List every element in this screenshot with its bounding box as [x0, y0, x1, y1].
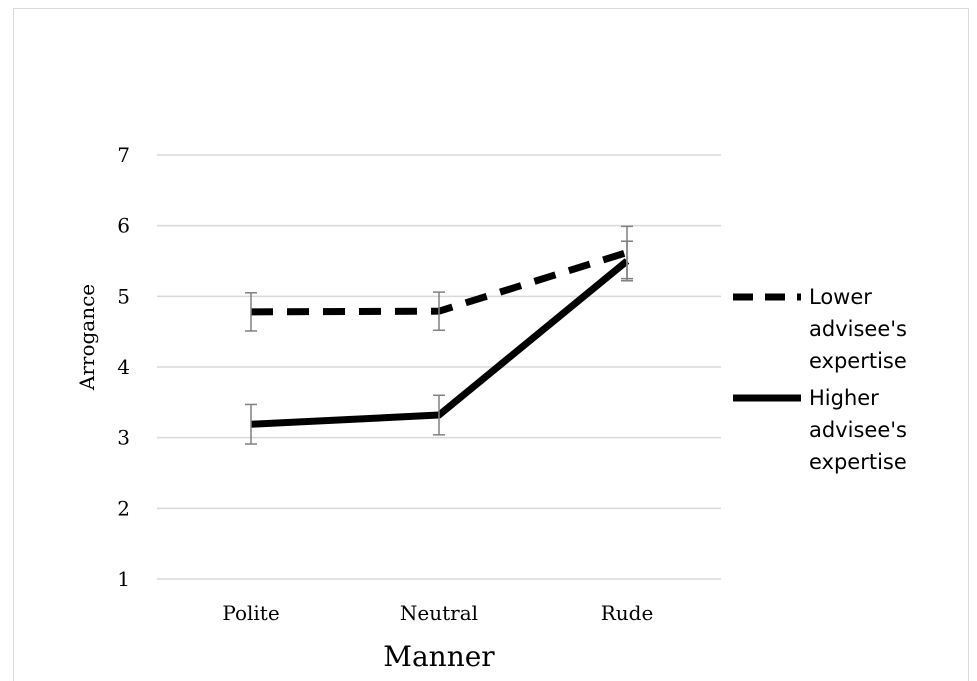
legend-label: expertise — [809, 349, 907, 373]
error-bar — [245, 403, 257, 445]
error-bar — [621, 240, 633, 282]
y-tick-label: 5 — [117, 284, 130, 308]
error-bar — [433, 394, 445, 436]
y-tick-label: 3 — [117, 426, 130, 450]
x-ticks: Polite Neutral Rude — [222, 601, 653, 625]
legend-label: expertise — [809, 450, 907, 474]
legend-label: advisee's — [809, 317, 907, 341]
x-tick-label: Rude — [601, 601, 654, 625]
y-tick-label: 2 — [117, 496, 130, 520]
grid — [157, 154, 721, 580]
y-tick-label: 7 — [117, 143, 130, 167]
y-tick-label: 6 — [117, 214, 130, 238]
y-axis-title: Arrogance — [75, 284, 99, 391]
legend: Lower advisee's expertise Higher advisee's ex… — [733, 285, 907, 474]
legend-label: advisee's — [809, 418, 907, 442]
error-bar — [245, 292, 257, 332]
x-axis-title: Manner — [383, 640, 495, 673]
error-bars — [245, 225, 633, 445]
legend-label: Higher — [809, 386, 879, 410]
y-ticks: 1 2 3 4 5 6 7 — [117, 143, 130, 591]
y-tick-label: 1 — [117, 567, 130, 591]
chart-frame — [13, 8, 969, 681]
x-tick-label: Neutral — [400, 601, 478, 625]
y-tick-label: 4 — [117, 355, 130, 379]
legend-item: Lower advisee's expertise — [733, 285, 907, 373]
error-bar — [433, 291, 445, 332]
legend-label: Lower — [809, 285, 872, 309]
x-tick-label: Polite — [222, 601, 279, 625]
legend-item: Higher advisee's expertise — [733, 386, 907, 474]
